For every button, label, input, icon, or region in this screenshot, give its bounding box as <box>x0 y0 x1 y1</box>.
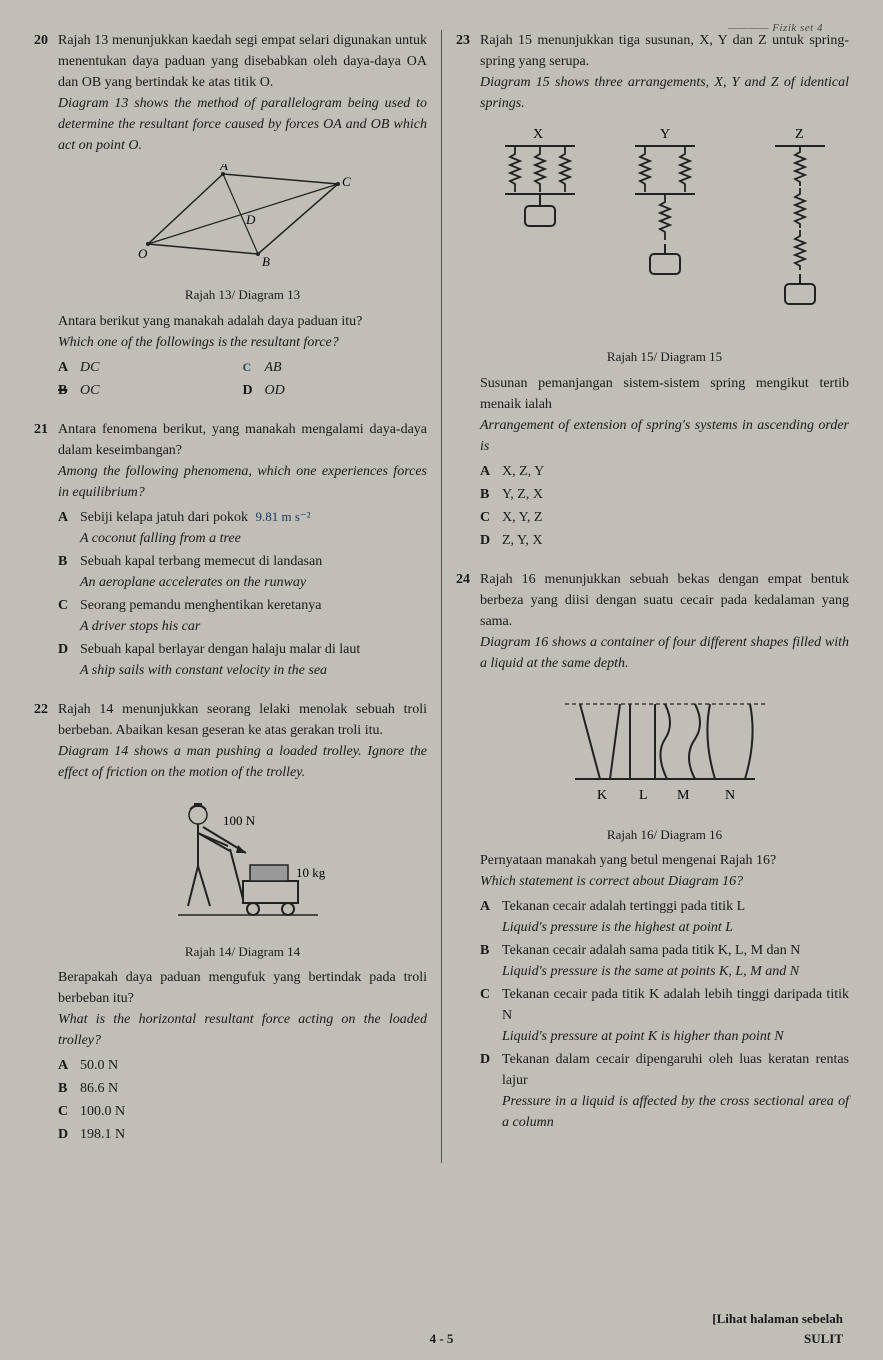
q24-ask-ms: Pernyataan manakah yang betul mengenai R… <box>480 850 849 871</box>
handwritten-note: 9.81 m s⁻² <box>255 509 310 524</box>
svg-text:10 kg: 10 kg <box>296 865 326 880</box>
question-body: Antara fenomena berikut, yang manakah me… <box>58 419 427 683</box>
q20-ms: Rajah 13 menunjukkan kaedah segi empat s… <box>58 30 427 93</box>
option-B: BY, Z, X <box>480 484 849 505</box>
option-D: DSebuah kapal berlayar dengan halaju mal… <box>58 639 427 681</box>
question-20: 20 Rajah 13 menunjukkan kaedah segi empa… <box>34 30 427 403</box>
option-C: CAB <box>243 357 428 378</box>
option-D: D198.1 N <box>58 1124 427 1145</box>
question-number: 20 <box>34 30 58 51</box>
q22-ms: Rajah 14 menunjukkan seorang lelaki meno… <box>58 699 427 741</box>
q24-en: Diagram 16 shows a container of four dif… <box>480 632 849 674</box>
q24-ask-en: Which statement is correct about Diagram… <box>480 871 849 892</box>
svg-text:D: D <box>245 212 256 227</box>
svg-text:K: K <box>597 788 607 803</box>
right-column: 23 Rajah 15 menunjukkan tiga susunan, X,… <box>442 30 855 1163</box>
footer-line2: SULIT <box>712 1329 843 1349</box>
svg-text:100 N: 100 N <box>223 813 256 828</box>
option-D: DTekanan dalam cecair dipengaruhi oleh l… <box>480 1049 849 1133</box>
q20-en: Diagram 13 shows the method of parallelo… <box>58 93 427 156</box>
question-21: 21 Antara fenomena berikut, yang manakah… <box>34 419 427 683</box>
svg-text:X: X <box>533 127 543 142</box>
option-C: C100.0 N <box>58 1101 427 1122</box>
question-number: 21 <box>34 419 58 440</box>
q22-ask-ms: Berapakah daya paduan mengufuk yang bert… <box>58 967 427 1009</box>
option-B: B86.6 N <box>58 1078 427 1099</box>
q24-ms: Rajah 16 menunjukkan sebuah bekas dengan… <box>480 569 849 632</box>
option-A: ADC <box>58 357 243 378</box>
question-24: 24 Rajah 16 menunjukkan sebuah bekas den… <box>456 569 849 1136</box>
option-A: A50.0 N <box>58 1055 427 1076</box>
q23-ask-ms: Susunan pemanjangan sistem-sistem spring… <box>480 373 849 415</box>
svg-text:C: C <box>342 174 351 189</box>
q23-en: Diagram 15 shows three arrangements, X, … <box>480 72 849 114</box>
option-A: ATekanan cecair adalah tertinggi pada ti… <box>480 896 849 938</box>
option-C: CSeorang pemandu menghentikan keretanyaA… <box>58 595 427 637</box>
svg-text:B: B <box>262 254 270 269</box>
q21-ms: Antara fenomena berikut, yang manakah me… <box>58 419 427 461</box>
svg-text:L: L <box>639 788 648 803</box>
diagram-16-caption: Rajah 16/ Diagram 16 <box>480 825 849 845</box>
option-B: BOC <box>58 380 243 401</box>
q23-options: AX, Z, Y BY, Z, X CX, Y, Z DZ, Y, X <box>480 461 849 551</box>
page-columns: 20 Rajah 13 menunjukkan kaedah segi empa… <box>28 30 855 1163</box>
question-body: Rajah 16 menunjukkan sebuah bekas dengan… <box>480 569 849 1136</box>
question-number: 24 <box>456 569 480 590</box>
question-body: Rajah 14 menunjukkan seorang lelaki meno… <box>58 699 427 1148</box>
header-mark: ———— Fizik set 4 <box>728 20 823 37</box>
q20-ask-ms: Antara berikut yang manakah adalah daya … <box>58 311 427 332</box>
diagram-13-caption: Rajah 13/ Diagram 13 <box>58 285 427 305</box>
q23-ask-en: Arrangement of extension of spring's sys… <box>480 415 849 457</box>
diagram-14-caption: Rajah 14/ Diagram 14 <box>58 942 427 962</box>
question-22: 22 Rajah 14 menunjukkan seorang lelaki m… <box>34 699 427 1148</box>
option-B: BTekanan cecair adalah sama pada titik K… <box>480 940 849 982</box>
footer-right: [Lihat halaman sebelah SULIT <box>712 1309 843 1348</box>
q21-en: Among the following phenomena, which one… <box>58 461 427 503</box>
option-C: CX, Y, Z <box>480 507 849 528</box>
svg-text:M: M <box>677 788 690 803</box>
question-body: Rajah 13 menunjukkan kaedah segi empat s… <box>58 30 427 403</box>
diagram-16: K L M N <box>480 684 849 821</box>
option-D: DOD <box>243 380 428 401</box>
q20-ask-en: Which one of the followings is the resul… <box>58 332 427 353</box>
question-23: 23 Rajah 15 menunjukkan tiga susunan, X,… <box>456 30 849 553</box>
option-B: BSebuah kapal terbang memecut di landasa… <box>58 551 427 593</box>
q22-options: A50.0 N B86.6 N C100.0 N D198.1 N <box>58 1055 427 1145</box>
left-column: 20 Rajah 13 menunjukkan kaedah segi empa… <box>28 30 442 1163</box>
page-number: 4 - 5 <box>430 1329 454 1349</box>
svg-text:Z: Z <box>795 127 804 142</box>
q20-options: ADC CAB BOC DOD <box>58 357 427 403</box>
option-D: DZ, Y, X <box>480 530 849 551</box>
q22-en: Diagram 14 shows a man pushing a loaded … <box>58 741 427 783</box>
q22-ask-en: What is the horizontal resultant force a… <box>58 1009 427 1051</box>
question-number: 22 <box>34 699 58 720</box>
q24-options: ATekanan cecair adalah tertinggi pada ti… <box>480 896 849 1133</box>
option-A: ASebiji kelapa jatuh dari pokok 9.81 m s… <box>58 507 427 549</box>
diagram-15: X Y <box>480 126 849 343</box>
q21-options: ASebiji kelapa jatuh dari pokok 9.81 m s… <box>58 507 427 681</box>
svg-text:A: A <box>219 164 228 173</box>
svg-text:N: N <box>725 788 735 803</box>
option-A: AX, Z, Y <box>480 461 849 482</box>
question-number: 23 <box>456 30 480 51</box>
footer-line1: [Lihat halaman sebelah <box>712 1309 843 1329</box>
svg-text:O: O <box>138 246 148 261</box>
diagram-15-caption: Rajah 15/ Diagram 15 <box>480 347 849 367</box>
diagram-14: 100 N 10 kg <box>58 791 427 938</box>
question-body: Rajah 15 menunjukkan tiga susunan, X, Y … <box>480 30 849 553</box>
option-C: CTekanan cecair pada titik K adalah lebi… <box>480 984 849 1047</box>
diagram-13: O A B C D <box>58 164 427 281</box>
svg-text:Y: Y <box>660 127 670 142</box>
